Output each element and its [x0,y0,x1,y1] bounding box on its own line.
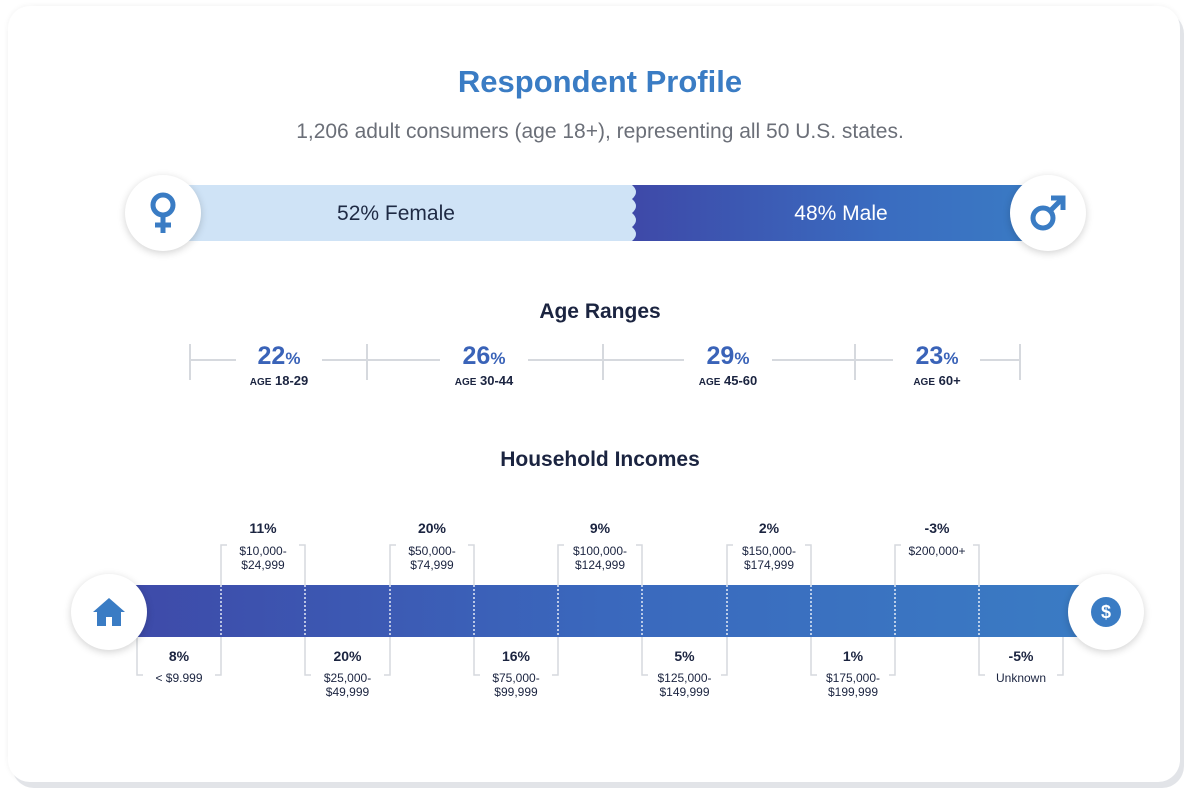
income-range: $75,000- $99,999 [492,671,540,699]
svg-text:$: $ [1101,602,1111,622]
gender-bar: 52% Female 48% Male [160,185,1050,241]
income-bracket [304,637,391,676]
income-range: < $9.999 [155,671,203,685]
age-range: 30-44 [480,373,514,388]
female-segment [160,185,632,241]
male-label: 48% Male [794,202,888,225]
income-range: $125,000- $149,999 [657,671,712,699]
income-marks [136,544,1064,676]
income-bracket [978,637,1064,676]
age-scale-lines [189,344,1021,380]
income-bracket [557,544,643,585]
dollar-icon: $ [1091,597,1121,627]
dollar-icon-circle: $ [1068,574,1144,650]
age-unit: % [285,349,301,368]
age-item: 23% AGE 60+ [872,342,1002,391]
income-range: Unknown [995,671,1047,685]
income-percent: 2% [758,520,780,536]
page-title: Respondent Profile [457,64,743,99]
age-item: 22% AGE 18-29 [214,342,344,391]
income-percent: 9% [589,520,611,536]
income-bracket [726,544,812,585]
male-segment [632,185,1050,241]
income-percent: 1% [842,648,864,664]
income-percent: 5% [674,648,695,664]
male-icon-circle [1010,175,1086,251]
page-subtitle: 1,206 adult consumers (age 18+), represe… [296,120,904,143]
income-range: $100,000- $124,999 [572,544,628,572]
male-symbol-icon [1030,195,1066,231]
income-range: $10,000- $24,999 [239,544,287,572]
income-range: $175,000- $199,999 [825,671,881,699]
income-bracket [389,544,475,585]
income-bar [110,585,1100,637]
age-range: 45-60 [724,373,758,388]
income-percent: 8% [168,648,190,664]
female-symbol-icon [150,192,176,233]
age-unit: % [490,349,506,368]
income-percent: -3% [924,520,950,536]
income-percent: 20% [333,648,362,664]
bar-wave-divider [626,185,640,241]
income-bracket [641,637,728,676]
house-icon [93,598,125,626]
income-section-title: Household Incomes [500,448,700,471]
female-label: 52% Female [337,202,455,225]
age-prefix: AGE [913,377,935,388]
age-unit: % [734,349,750,368]
income-percent: 20% [417,520,447,536]
income-range: $200,000+ [908,544,966,558]
profile-card [8,6,1180,782]
house-icon-circle [71,574,147,650]
age-item: 26% AGE 30-44 [419,342,549,391]
income-bracket [136,637,222,676]
age-value: 26 [462,342,491,370]
income-percent: 11% [249,520,277,536]
age-prefix: AGE [454,377,477,388]
age-item: 29% AGE 45-60 [663,342,793,391]
income-range: $25,000- $49,999 [323,671,372,699]
age-value: 29 [706,342,735,370]
income-bracket [220,544,306,585]
age-section-title: Age Ranges [539,300,661,323]
age-value: 23 [915,342,944,370]
age-value: 22 [257,342,286,370]
income-bracket [894,544,980,585]
income-range: $50,000- $74,999 [408,544,456,572]
income-bracket [473,637,559,676]
income-bracket [810,637,896,676]
income-percent: -5% [1008,648,1034,664]
age-range: 60+ [938,373,961,388]
age-unit: % [943,349,959,368]
age-prefix: AGE [249,377,272,388]
income-range: $150,000- $174,999 [741,544,797,572]
age-prefix: AGE [698,377,721,388]
income-percent: 16% [501,648,531,664]
age-range: 18-29 [275,373,309,388]
female-icon-circle [125,175,201,251]
